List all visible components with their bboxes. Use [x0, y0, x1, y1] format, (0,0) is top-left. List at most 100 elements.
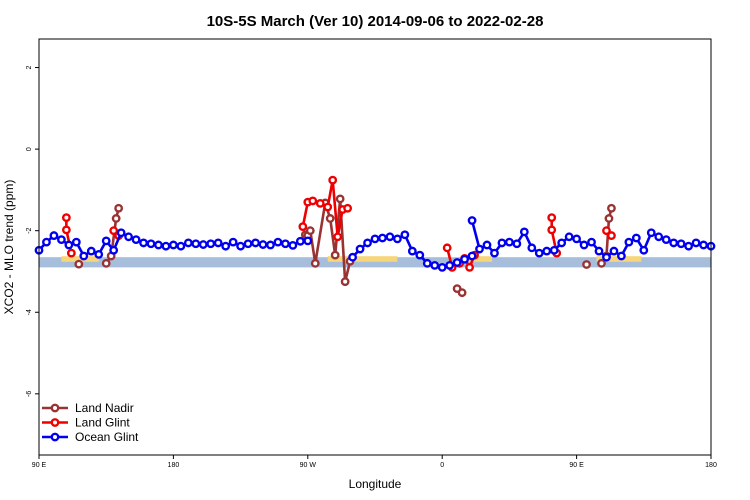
data-point: [549, 245, 559, 255]
data-point: [602, 252, 611, 262]
data-point: [607, 231, 616, 240]
data-point: [57, 235, 66, 245]
data-point: [101, 258, 111, 268]
data-point: [579, 240, 589, 250]
x-axis-label: Longitude: [349, 477, 402, 491]
x-tick-label: 180: [168, 462, 180, 469]
data-point: [557, 238, 567, 248]
y-tick-label: -2: [26, 227, 33, 233]
data-point: [512, 239, 522, 249]
data-point: [101, 236, 111, 246]
data-point: [49, 231, 59, 240]
data-point: [221, 241, 231, 251]
data-point: [452, 258, 462, 267]
data-point: [457, 288, 467, 298]
data-point: [303, 236, 313, 246]
data-point: [64, 240, 74, 250]
y-tick-label: 2: [26, 66, 33, 70]
data-point: [460, 254, 469, 264]
data-point: [61, 213, 71, 223]
data-point: [442, 243, 452, 253]
legend-label: Land Nadir: [75, 401, 134, 415]
data-point: [330, 250, 340, 260]
data-point: [547, 213, 557, 223]
data-point: [109, 245, 119, 255]
data-point: [582, 260, 591, 269]
data-point: [624, 237, 634, 247]
data-point: [213, 238, 223, 248]
data-point: [266, 240, 275, 250]
data-point: [66, 248, 76, 258]
data-point: [340, 277, 350, 287]
data-point: [114, 203, 124, 213]
data-point: [183, 238, 193, 248]
data-point: [258, 240, 268, 249]
data-point: [308, 196, 318, 206]
data-point: [198, 240, 208, 249]
data-point: [407, 246, 417, 256]
data-point: [236, 241, 246, 251]
land-band: [327, 256, 398, 262]
legend-label: Ocean Glint: [75, 430, 139, 444]
data-point: [676, 239, 686, 249]
data-point: [228, 237, 238, 247]
data-point: [280, 239, 290, 249]
data-point: [430, 260, 440, 270]
legend-label: Land Glint: [75, 416, 130, 430]
data-point: [94, 249, 104, 259]
x-tick-label: 90 W: [300, 462, 317, 469]
data-point: [587, 237, 596, 247]
data-point: [111, 214, 121, 223]
data-point: [467, 251, 477, 261]
data-point: [273, 237, 283, 247]
data-point: [116, 228, 126, 238]
data-point: [617, 251, 626, 261]
axes: 90 E 180 90 W 0 90 E 180 2 0 -2 -4 -6: [26, 66, 717, 469]
data-point: [445, 260, 455, 270]
data-point: [497, 238, 507, 248]
data-point: [534, 248, 544, 258]
data-point: [631, 233, 641, 243]
land-band: [61, 256, 99, 262]
data-point: [504, 237, 514, 247]
legend-marker: [50, 418, 60, 427]
data-point: [363, 238, 372, 248]
data-point: [699, 240, 708, 250]
data-point: [691, 238, 701, 248]
data-point: [519, 227, 529, 237]
data-point: [467, 216, 477, 225]
data-point: [669, 238, 679, 248]
data-point: [251, 238, 260, 248]
series-line: [105, 207, 120, 265]
data-point: [604, 214, 614, 223]
y-tick-label: -6: [26, 391, 33, 397]
data-point: [490, 248, 499, 258]
data-point: [482, 240, 492, 250]
data-point: [176, 241, 186, 251]
data-point: [661, 235, 671, 245]
data-point: [572, 234, 581, 244]
y-tick-label: 0: [26, 147, 33, 151]
x-tick-label: 180: [705, 462, 717, 469]
data-point: [475, 244, 484, 254]
data-point: [86, 246, 96, 256]
data-point: [646, 228, 656, 238]
data-point: [79, 251, 89, 261]
data-point: [71, 237, 81, 247]
data-point: [333, 232, 343, 242]
data-point: [42, 237, 51, 247]
legend-marker: [50, 403, 60, 413]
data-point: [310, 258, 320, 268]
data-point: [168, 240, 178, 250]
data-point: [639, 245, 649, 255]
data-point: [547, 225, 557, 235]
data-point: [609, 246, 619, 256]
data-point: [385, 232, 395, 242]
data-point: [343, 203, 353, 213]
data-point: [594, 246, 604, 256]
x-tick-label: 0: [440, 462, 444, 469]
data-point: [597, 258, 606, 268]
data-point: [602, 226, 611, 236]
data-point: [465, 262, 474, 272]
